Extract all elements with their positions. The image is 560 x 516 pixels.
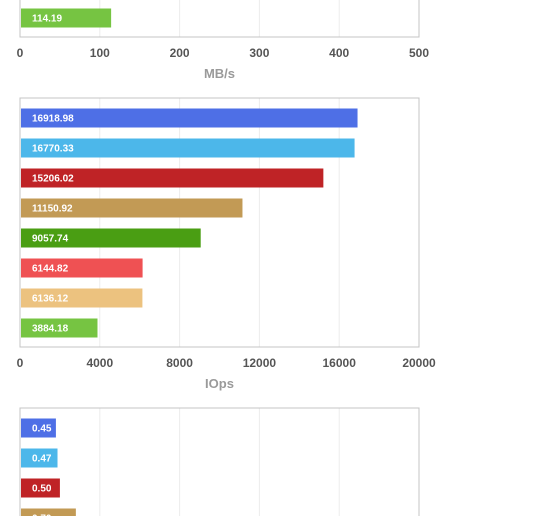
bar-label-1-2: 15206.02 bbox=[32, 174, 74, 185]
bar-label-1-1: 16770.33 bbox=[32, 144, 74, 155]
bar-label-1-3: 11150.92 bbox=[32, 204, 73, 215]
bar-0-0 bbox=[21, 8, 112, 28]
bar-1-0 bbox=[21, 108, 358, 128]
tick-label-0-1: 100 bbox=[90, 46, 110, 60]
bar-1-3 bbox=[21, 198, 243, 218]
bar-2-0 bbox=[21, 418, 56, 438]
tick-label-1-0: 0 bbox=[17, 356, 24, 370]
bar-label-2-1: 0.47 bbox=[32, 454, 52, 465]
bar-1-4 bbox=[21, 228, 201, 248]
bar-label-2-2: 0.50 bbox=[32, 484, 52, 495]
axis-title-1: IOps bbox=[205, 376, 234, 391]
tick-label-0-0: 0 bbox=[17, 46, 24, 60]
bar-label-1-5: 6144.82 bbox=[32, 264, 69, 275]
bar-label-2-3: 0.70 bbox=[32, 514, 52, 516]
tick-label-0-2: 200 bbox=[170, 46, 190, 60]
bar-2-2 bbox=[21, 478, 60, 498]
plot-frame-1 bbox=[19, 97, 420, 348]
plot-frame-0 bbox=[19, 0, 420, 38]
bar-label-2-0: 0.45 bbox=[32, 424, 52, 435]
bar-label-1-0: 16918.98 bbox=[32, 114, 74, 125]
tick-label-1-2: 8000 bbox=[166, 356, 193, 370]
tick-label-1-1: 4000 bbox=[86, 356, 113, 370]
tick-label-0-4: 400 bbox=[329, 46, 349, 60]
bar-label-1-6: 6136.12 bbox=[32, 294, 69, 305]
plot-frame-2 bbox=[19, 407, 420, 516]
bar-1-5 bbox=[21, 258, 143, 278]
bar-label-1-7: 3884.18 bbox=[32, 324, 69, 335]
axis-title-0: MB/s bbox=[204, 66, 235, 81]
bar-1-7 bbox=[21, 318, 98, 338]
tick-label-1-5: 20000 bbox=[402, 356, 436, 370]
tick-label-0-3: 300 bbox=[249, 46, 269, 60]
bar-1-6 bbox=[21, 288, 143, 308]
bar-2-1 bbox=[21, 448, 58, 468]
bar-2-3 bbox=[21, 508, 76, 516]
bar-label-1-4: 9057.74 bbox=[32, 234, 69, 245]
tick-label-1-4: 16000 bbox=[323, 356, 357, 370]
tick-label-1-3: 12000 bbox=[243, 356, 277, 370]
tick-label-0-5: 500 bbox=[409, 46, 429, 60]
bar-label-0-0: 114.19 bbox=[32, 14, 62, 25]
bar-1-1 bbox=[21, 138, 355, 158]
bar-1-2 bbox=[21, 168, 324, 188]
